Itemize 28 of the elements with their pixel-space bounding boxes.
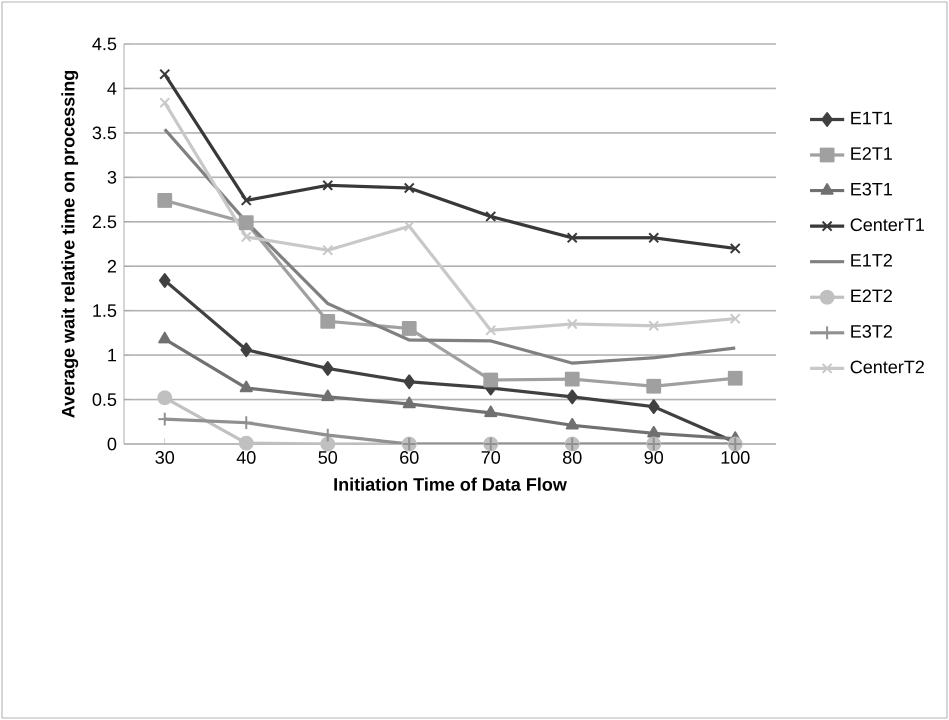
- x-tick-label: 60: [400, 451, 419, 464]
- x-tick-label: 70: [482, 451, 500, 464]
- y-tick-label: 2: [108, 260, 116, 273]
- legend-label: E3T1: [851, 182, 892, 196]
- y-tick-label: 1.5: [93, 304, 116, 317]
- legend-label: E2T1: [851, 147, 892, 160]
- legend-label: E1T2: [851, 254, 892, 266]
- y-tick-label: 0: [108, 438, 116, 450]
- legend-label: E1T1: [851, 112, 892, 124]
- legend-label: E3T2: [851, 325, 892, 338]
- x-tick-label: 90: [644, 451, 664, 464]
- y-axis-title: Average wait relative time on processing: [61, 71, 78, 418]
- y-tick-label: 2.5: [92, 215, 116, 228]
- x-tick-label: 50: [318, 451, 338, 464]
- y-tick-label: 0.5: [92, 393, 116, 406]
- x-tick-label: 80: [563, 451, 582, 464]
- x-axis-title: Initiation Time of Data Flow: [334, 478, 567, 491]
- y-tick-label: 3: [108, 170, 116, 184]
- y-tick-label: 3.5: [92, 126, 116, 140]
- legend-label: E2T2: [851, 289, 892, 302]
- x-tick-label: 100: [722, 451, 750, 464]
- y-tick-label: 4.5: [92, 38, 116, 50]
- x-tick-label: 40: [236, 451, 256, 464]
- x-tick-label: 30: [155, 451, 174, 464]
- legend-label: CenterT2: [850, 360, 924, 374]
- y-tick-label: 4: [107, 82, 116, 95]
- legend-label: CenterT1: [850, 218, 924, 232]
- y-tick-label: 1: [108, 348, 116, 362]
